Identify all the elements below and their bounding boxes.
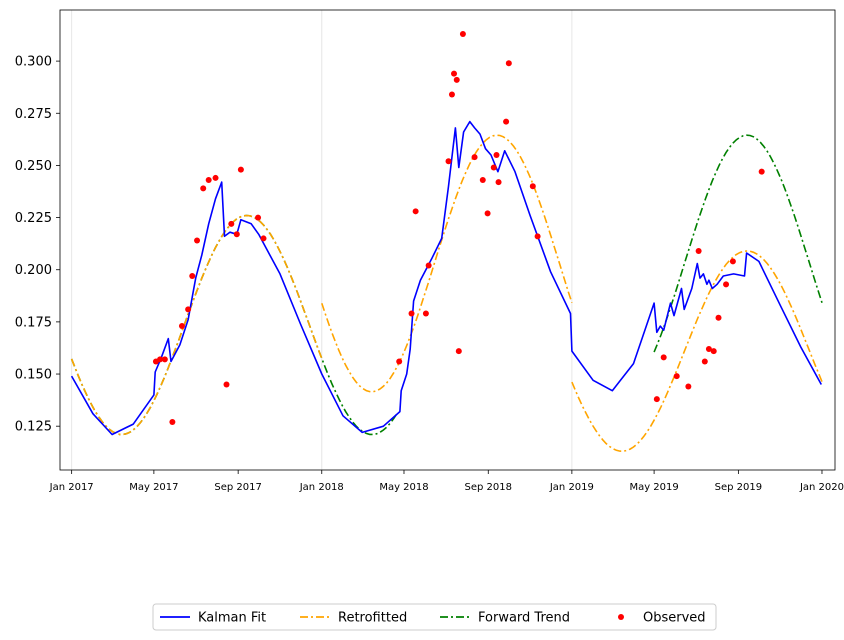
x-tick-label: May 2017 bbox=[129, 482, 178, 493]
legend-label-observed: Observed bbox=[643, 611, 706, 626]
y-tick-label: 0.275 bbox=[15, 107, 52, 122]
observed-point bbox=[255, 214, 262, 221]
observed-point bbox=[471, 154, 478, 161]
observed-point bbox=[529, 183, 536, 190]
x-tick-label: May 2019 bbox=[629, 482, 678, 493]
observed-point bbox=[758, 168, 765, 175]
x-tick-label: Jan 2017 bbox=[49, 482, 94, 493]
y-axis: 0.125 0.150 0.175 0.200 0.225 0.250 0.275 0.300 bbox=[15, 55, 60, 435]
observed-point bbox=[459, 30, 466, 37]
observed-point bbox=[660, 354, 667, 361]
observed-point bbox=[205, 177, 212, 184]
observed-point bbox=[260, 235, 267, 242]
legend-swatch-observed bbox=[618, 614, 624, 620]
observed-point bbox=[233, 231, 240, 238]
legend-box bbox=[152, 603, 717, 631]
observed-point bbox=[157, 356, 164, 363]
observed-point bbox=[228, 220, 235, 227]
observed-point bbox=[493, 151, 500, 158]
observed-point bbox=[223, 381, 230, 388]
y-tick-label: 0.300 bbox=[15, 55, 52, 70]
observed-point bbox=[161, 356, 168, 363]
x-tick-label: Sep 2019 bbox=[715, 482, 762, 493]
observed-point bbox=[178, 323, 185, 330]
y-tick-label: 0.125 bbox=[15, 420, 52, 435]
legend-label-forward-trend: Forward Trend bbox=[478, 611, 570, 626]
forward-trend-line bbox=[70, 214, 398, 436]
observed-point bbox=[490, 164, 497, 171]
observed-point bbox=[169, 419, 176, 426]
y-tick-label: 0.175 bbox=[15, 315, 52, 330]
observed-point bbox=[505, 60, 512, 67]
legend-label-retrofitted: Retrofitted bbox=[338, 611, 407, 626]
observed-point bbox=[194, 237, 201, 244]
observed-point bbox=[412, 208, 419, 215]
y-tick-label: 0.225 bbox=[15, 211, 52, 226]
x-tick-label: Jan 2019 bbox=[549, 482, 594, 493]
observed-point bbox=[715, 314, 722, 321]
retrofitted-line bbox=[571, 250, 823, 453]
plot-frame bbox=[59, 9, 836, 471]
legend: Kalman Fit Retrofitted Forward Trend Observ… bbox=[152, 603, 717, 631]
observed-point bbox=[701, 358, 708, 365]
observed-point bbox=[495, 179, 502, 186]
observed-point bbox=[534, 233, 541, 240]
retrofitted-line bbox=[70, 214, 323, 436]
observed-point bbox=[723, 281, 730, 288]
observed-point bbox=[729, 258, 736, 265]
grid-lines bbox=[71, 10, 573, 470]
y-tick-label: 0.150 bbox=[15, 368, 52, 383]
observed-point bbox=[396, 358, 403, 365]
observed-point bbox=[453, 76, 460, 83]
observed-point bbox=[189, 272, 196, 279]
observed-point bbox=[695, 247, 702, 254]
x-tick-label: May 2018 bbox=[379, 482, 428, 493]
observed-point bbox=[445, 158, 452, 165]
x-axis: Jan 2017 May 2017 Sep 2017 Jan 2018 May 2018… bbox=[49, 470, 844, 493]
observed-point bbox=[673, 373, 680, 380]
observed-point bbox=[685, 383, 692, 390]
kalman-fit-line bbox=[70, 120, 823, 436]
y-tick-label: 0.200 bbox=[15, 263, 52, 278]
observed-point bbox=[705, 346, 712, 353]
observed-point bbox=[451, 70, 458, 77]
series-layer bbox=[70, 30, 823, 453]
x-tick-label: Sep 2017 bbox=[214, 482, 261, 493]
observed-point bbox=[425, 262, 432, 269]
observed-point bbox=[479, 177, 486, 184]
legend-label-kalman-fit: Kalman Fit bbox=[198, 611, 266, 626]
observed-point bbox=[408, 310, 415, 317]
observed-point bbox=[448, 91, 455, 98]
observed-point bbox=[237, 166, 244, 173]
retrofitted-line bbox=[321, 134, 573, 393]
observed-point bbox=[422, 310, 429, 317]
observed-point bbox=[455, 348, 462, 355]
observed-point bbox=[710, 348, 717, 355]
observed-point bbox=[200, 185, 207, 192]
observed-point bbox=[185, 306, 192, 313]
observed-point bbox=[653, 396, 660, 403]
y-tick-label: 0.250 bbox=[15, 159, 52, 174]
observed-point bbox=[484, 210, 491, 217]
x-tick-label: Jan 2018 bbox=[299, 482, 344, 493]
x-tick-label: Jan 2020 bbox=[799, 482, 844, 493]
observed-point bbox=[503, 118, 510, 125]
observed-point bbox=[212, 174, 219, 181]
forward-trend-line bbox=[653, 134, 823, 353]
x-tick-label: Sep 2018 bbox=[465, 482, 512, 493]
